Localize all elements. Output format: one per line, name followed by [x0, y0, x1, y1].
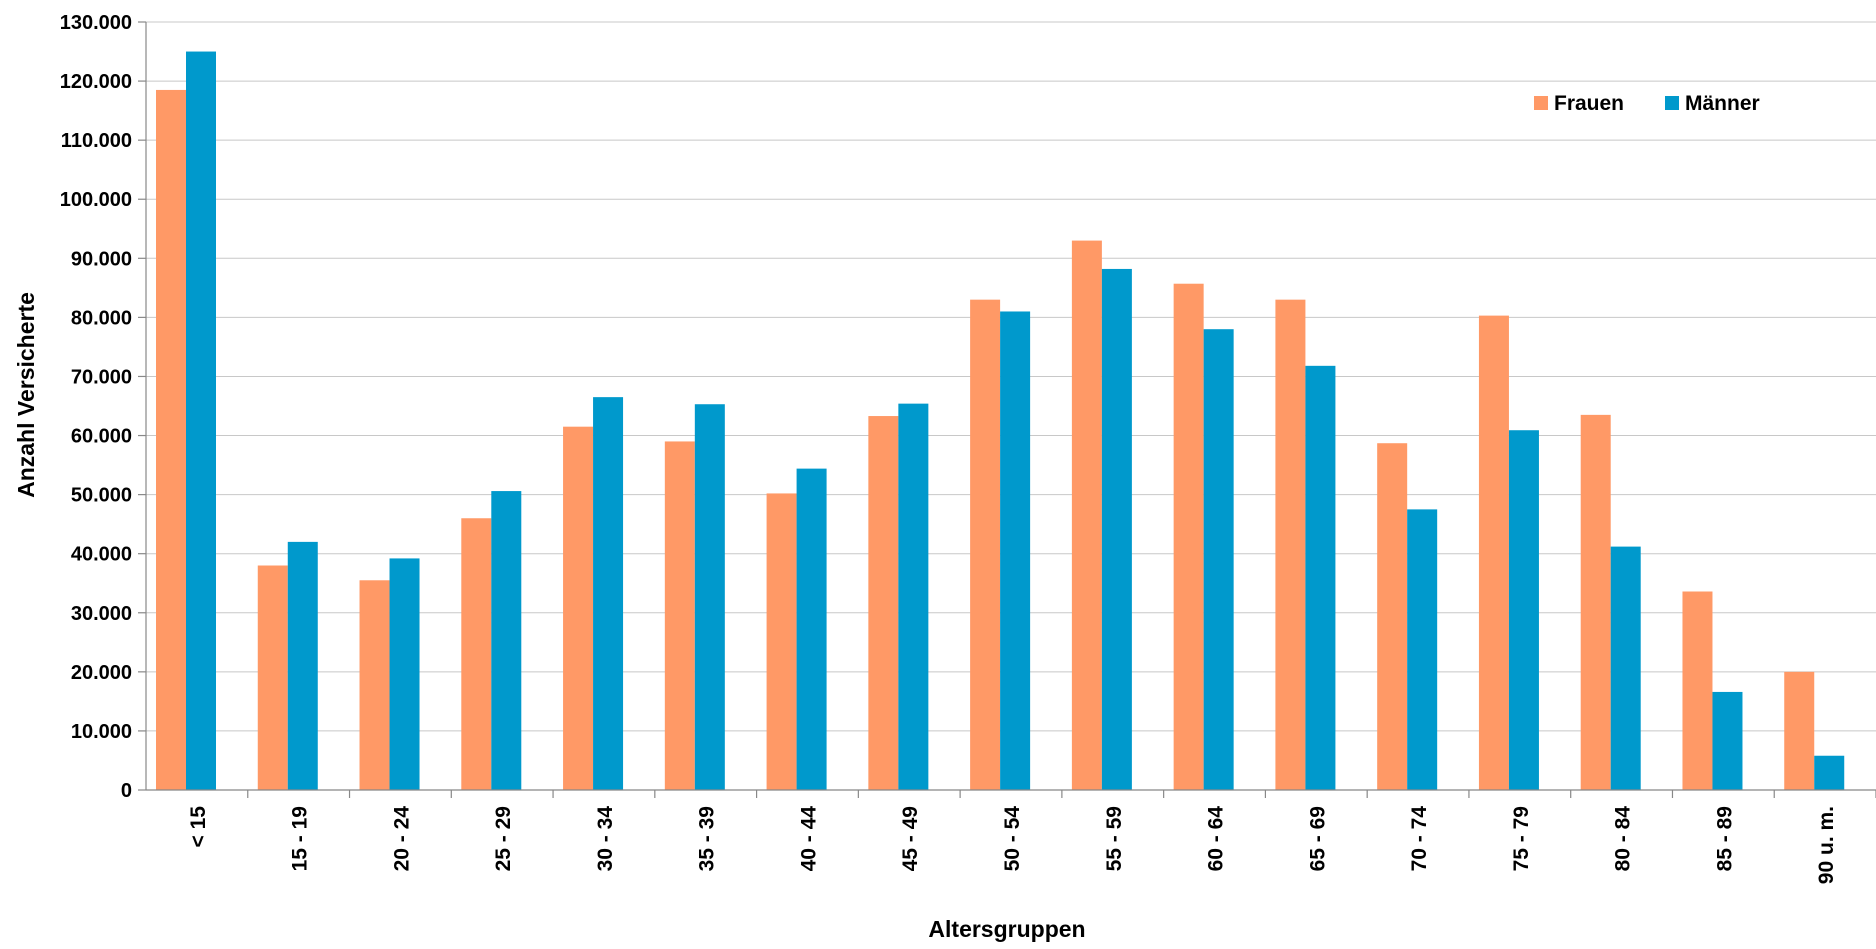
legend-label-frauen: Frauen: [1554, 92, 1624, 115]
x-tick-label: 45 - 49: [899, 806, 922, 871]
x-tick-label: 40 - 44: [797, 806, 820, 872]
x-tick-label: 35 - 39: [696, 806, 719, 871]
bar-mnner: [1101, 268, 1132, 790]
y-tick-label: 90.000: [71, 248, 132, 270]
bar-mnner: [1814, 755, 1845, 790]
y-tick-label: 80.000: [71, 307, 132, 329]
x-tick-label: 20 - 24: [390, 806, 413, 872]
legend: Frauen Männer: [1534, 92, 1760, 115]
bar-frauen: [1377, 443, 1408, 790]
bar-mnner: [1712, 691, 1743, 790]
bar-frauen: [257, 565, 288, 790]
x-tick-label: 75 - 79: [1510, 806, 1533, 871]
bars: [156, 51, 1845, 791]
bar-frauen: [461, 518, 492, 790]
bar-frauen: [766, 493, 797, 790]
x-tick-labels: < 15 15 - 19 20 - 24 25 - 29 30 - 34 35 - 39 4…: [187, 806, 1838, 885]
legend-label-maenner: Männer: [1685, 92, 1760, 115]
x-tick-label: 50 - 54: [1001, 806, 1024, 872]
y-tick-label: 20.000: [71, 662, 132, 684]
y-tick-label: 70.000: [71, 366, 132, 388]
bar-mnner: [389, 558, 420, 790]
axes: [138, 21, 1876, 798]
bar-frauen: [156, 89, 186, 790]
bar-mnner: [1203, 329, 1234, 790]
x-tick-label: 55 - 59: [1103, 806, 1126, 871]
bar-frauen: [664, 441, 695, 790]
y-tick-label: 100.000: [60, 189, 132, 211]
bar-mnner: [1407, 509, 1438, 790]
x-axis-title: Altersgruppen: [928, 916, 1085, 942]
x-tick-label: 85 - 89: [1713, 806, 1736, 871]
legend-swatch-frauen: [1534, 96, 1548, 110]
x-tick-label: < 15: [187, 806, 210, 848]
x-tick-label: 70 - 74: [1408, 806, 1431, 872]
bar-frauen: [1173, 283, 1204, 790]
y-tick-label: 40.000: [71, 544, 132, 566]
legend-swatch-maenner: [1665, 96, 1679, 110]
bar-frauen: [359, 580, 390, 790]
y-tick-label: 110.000: [61, 130, 132, 152]
bar-frauen: [1071, 240, 1102, 791]
bar-mnner: [186, 51, 216, 791]
bar-frauen: [1682, 591, 1713, 790]
bar-mnner: [1508, 430, 1539, 790]
y-tick-label: 50.000: [71, 485, 132, 507]
x-tick-label: 65 - 69: [1306, 806, 1329, 871]
y-tick-labels: 0 10.000 20.000 30.000 40.000 50.000 60.000 70.…: [60, 12, 132, 802]
bar-mnner: [898, 403, 929, 790]
bar-mnner: [1305, 365, 1336, 790]
y-tick-label: 60.000: [71, 426, 132, 448]
y-tick-label: 30.000: [71, 603, 132, 625]
bar-mnner: [796, 468, 827, 790]
bar-frauen: [1580, 414, 1611, 790]
y-axis-title: Anzahl Versicherte: [13, 292, 39, 498]
x-tick-label: 90 u. m.: [1815, 806, 1838, 884]
bar-mnner: [694, 404, 725, 790]
y-tick-label: 120.000: [60, 71, 132, 93]
bar-frauen: [868, 416, 899, 790]
y-tick-label: 130.000: [60, 12, 132, 34]
bar-frauen: [1275, 299, 1306, 790]
bar-frauen: [1478, 315, 1509, 790]
bar-mnner: [491, 491, 522, 790]
y-tick-label: 10.000: [71, 721, 132, 743]
x-tick-label: 25 - 29: [492, 806, 515, 871]
bar-mnner: [287, 541, 318, 790]
bar-mnner: [593, 397, 624, 790]
bar-frauen: [970, 299, 1001, 790]
x-tick-label: 80 - 84: [1612, 806, 1635, 872]
bar-mnner: [1000, 311, 1031, 790]
x-tick-label: 60 - 64: [1205, 806, 1228, 872]
x-tick-label: 15 - 19: [289, 806, 312, 871]
bar-frauen: [1784, 671, 1815, 790]
y-tick-label: 0: [121, 780, 132, 802]
bar-mnner: [1610, 546, 1641, 790]
x-tick-label: 30 - 34: [594, 806, 617, 872]
bar-frauen: [563, 426, 594, 790]
